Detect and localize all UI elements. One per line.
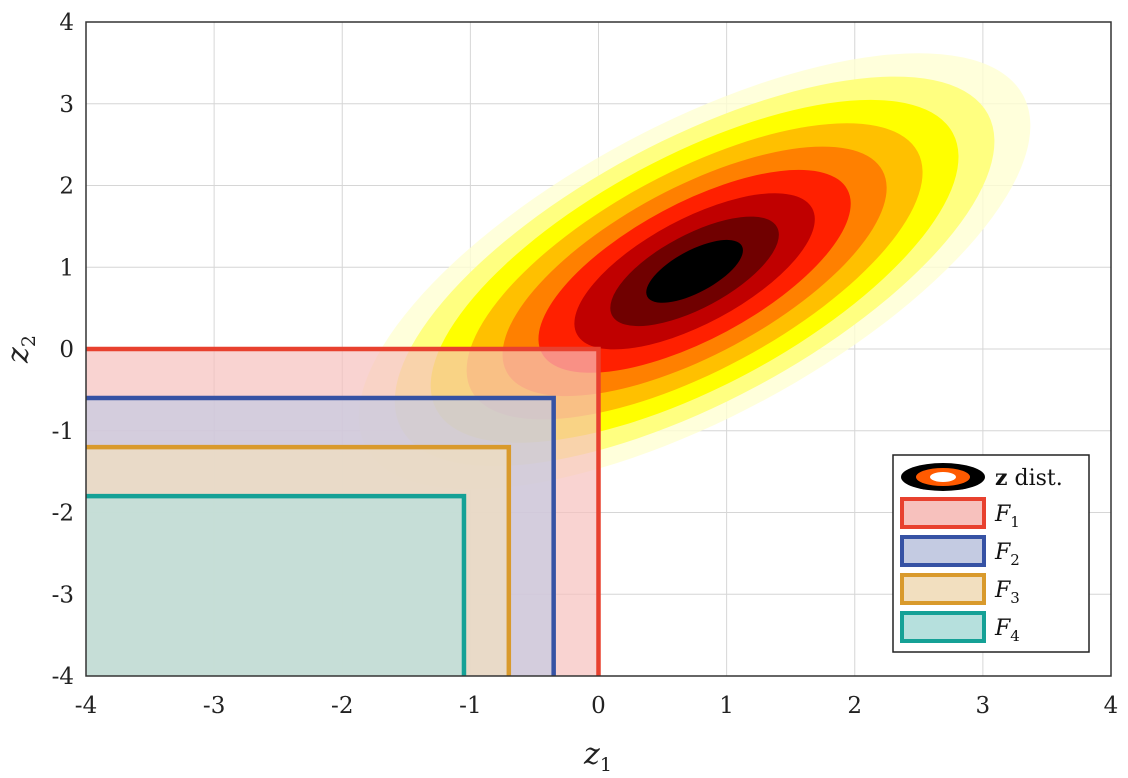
legend-swatch xyxy=(900,535,986,567)
region-border xyxy=(86,444,512,676)
legend-label: F3 xyxy=(994,578,1020,607)
x-tick-labels: -4 -3 -2 -1 0 1 2 3 4 xyxy=(75,693,1119,719)
y-tick-label: 0 xyxy=(59,337,74,363)
region-border xyxy=(86,395,556,676)
y-tick-label: -3 xyxy=(52,582,74,608)
y-tick-label: 4 xyxy=(59,10,74,36)
legend-dist-swatch-core xyxy=(930,472,956,482)
feasible-regions xyxy=(86,346,601,676)
contour-level xyxy=(646,239,743,303)
legend-swatch xyxy=(900,573,986,605)
x-tick-label: 1 xyxy=(719,693,734,719)
legend-swatch xyxy=(900,611,986,643)
y-tick-label: 3 xyxy=(59,92,74,118)
y-tick-label: -2 xyxy=(52,501,74,527)
plot-frame xyxy=(85,21,1112,677)
x-tick-label: 4 xyxy=(1104,693,1119,719)
x-axis-label: z1 xyxy=(583,737,612,776)
region-border xyxy=(86,346,601,676)
legend-label: F2 xyxy=(994,540,1020,569)
x-tick-label: -4 xyxy=(75,693,97,719)
y-tick-label: 2 xyxy=(59,174,74,200)
x-tick-label: 3 xyxy=(976,693,991,719)
x-tick-label: 0 xyxy=(591,693,606,719)
legend-label-dist: z dist. xyxy=(995,465,1063,491)
y-tick-label: 1 xyxy=(59,255,74,281)
y-tick-label: -4 xyxy=(52,664,74,690)
region-fill xyxy=(86,496,464,676)
y-tick-label: -1 xyxy=(52,419,74,445)
y-axis-label: z2 xyxy=(1,335,40,364)
legend: z dist. F1 F2 F3 F4 xyxy=(892,454,1090,653)
region-border xyxy=(86,493,467,676)
x-tick-label: -1 xyxy=(459,693,481,719)
legend-swatch xyxy=(900,497,986,529)
x-tick-label: 2 xyxy=(847,693,862,719)
legend-label: F4 xyxy=(994,616,1020,645)
x-tick-label: -2 xyxy=(331,693,353,719)
x-tick-label: -3 xyxy=(203,693,225,719)
y-tick-labels: -4 -3 -2 -1 0 1 2 3 4 xyxy=(52,10,74,690)
legend-label: F1 xyxy=(994,502,1020,531)
